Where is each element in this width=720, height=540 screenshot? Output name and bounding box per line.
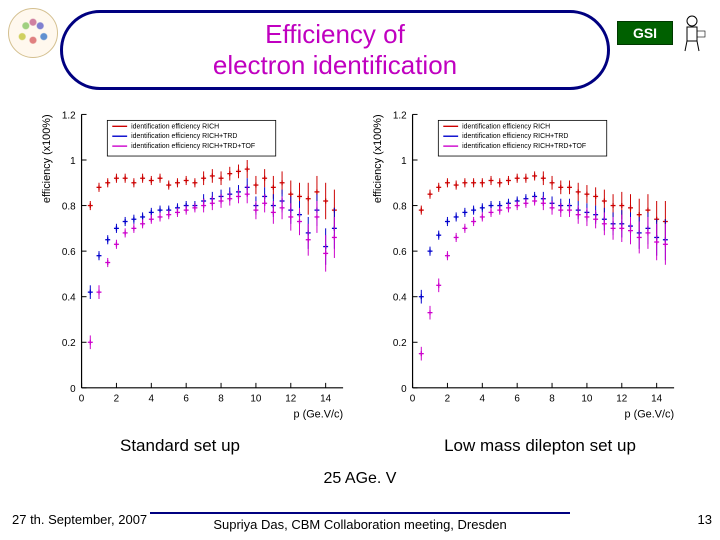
footer-page: 13 xyxy=(698,512,712,527)
svg-text:identification efficiency RICH: identification efficiency RICH+TRD+TOF xyxy=(462,143,586,150)
svg-text:p (Ge.V/c): p (Ge.V/c) xyxy=(294,409,344,421)
svg-text:14: 14 xyxy=(320,394,332,405)
svg-text:6: 6 xyxy=(514,394,520,405)
svg-text:identification efficiency RICH: identification efficiency RICH+TRD+TOF xyxy=(131,143,255,150)
plot-left-svg: 0 2 4 6 8 10 12 14 0 0.2 0.4 0.6 0.8 1 1.2 p (Ge.V/c) ef… xyxy=(36,100,353,430)
svg-text:12: 12 xyxy=(616,394,627,405)
svg-text:2: 2 xyxy=(445,394,451,405)
svg-text:1.2: 1.2 xyxy=(393,110,407,121)
svg-text:identification efficiency RICH: identification efficiency RICH xyxy=(462,123,550,130)
footer-center: Supriya Das, CBM Collaboration meeting, … xyxy=(0,512,720,532)
svg-text:4: 4 xyxy=(480,394,486,405)
svg-text:0.4: 0.4 xyxy=(62,293,76,304)
svg-text:identification efficiency RICH: identification efficiency RICH xyxy=(131,123,219,130)
svg-text:10: 10 xyxy=(581,394,593,405)
svg-text:0.2: 0.2 xyxy=(62,338,76,349)
svg-text:identification efficiency RICH: identification efficiency RICH+TRD xyxy=(131,133,237,140)
svg-text:0.8: 0.8 xyxy=(62,202,76,213)
slide-title: Efficiency ofelectron identification xyxy=(213,19,457,81)
gsi-text: GSI xyxy=(617,21,673,45)
svg-text:efficiency (x100%): efficiency (x100%) xyxy=(41,114,53,203)
gsi-figure-icon xyxy=(677,13,707,53)
gsi-logo: GSI xyxy=(617,16,712,50)
title-banner: Efficiency ofelectron identification xyxy=(60,10,610,90)
svg-text:efficiency (x100%): efficiency (x100%) xyxy=(372,114,384,203)
svg-text:6: 6 xyxy=(183,394,189,405)
svg-text:0: 0 xyxy=(79,394,85,405)
plot-right-svg: 0 2 4 6 8 10 12 14 0 0.2 0.4 0.6 0.8 1 1.2 p (Ge.V/c) ef… xyxy=(367,100,684,430)
caption-left: Standard set up xyxy=(0,436,360,456)
svg-text:0.4: 0.4 xyxy=(393,293,407,304)
svg-text:0: 0 xyxy=(401,384,407,395)
svg-text:2: 2 xyxy=(114,394,120,405)
svg-text:14: 14 xyxy=(651,394,663,405)
svg-text:identification efficiency RICH: identification efficiency RICH+TRD xyxy=(462,133,568,140)
svg-text:0: 0 xyxy=(70,384,76,395)
svg-text:0.6: 0.6 xyxy=(62,247,76,258)
svg-text:10: 10 xyxy=(250,394,262,405)
svg-text:0: 0 xyxy=(410,394,416,405)
svg-text:1: 1 xyxy=(401,156,407,167)
svg-text:1.2: 1.2 xyxy=(62,110,76,121)
svg-text:p (Ge.V/c): p (Ge.V/c) xyxy=(625,409,675,421)
svg-text:1: 1 xyxy=(70,156,76,167)
svg-text:8: 8 xyxy=(218,394,224,405)
svg-text:8: 8 xyxy=(549,394,555,405)
svg-text:0.6: 0.6 xyxy=(393,247,407,258)
energy-label: 25 AGe. V xyxy=(0,470,720,488)
cbm-logo-icon xyxy=(8,8,58,58)
plot-left: 0 2 4 6 8 10 12 14 0 0.2 0.4 0.6 0.8 1 1.2 p (Ge.V/c) ef… xyxy=(36,100,353,430)
plot-right: 0 2 4 6 8 10 12 14 0 0.2 0.4 0.6 0.8 1 1.2 p (Ge.V/c) ef… xyxy=(367,100,684,430)
svg-text:0.8: 0.8 xyxy=(393,202,407,213)
footer: 27 th. September, 2007 Supriya Das, CBM … xyxy=(0,512,720,534)
svg-text:0.2: 0.2 xyxy=(393,338,407,349)
svg-text:12: 12 xyxy=(285,394,296,405)
svg-text:4: 4 xyxy=(149,394,155,405)
captions-row: Standard set up Low mass dilepton set up xyxy=(0,436,720,456)
caption-right: Low mass dilepton set up xyxy=(360,436,720,456)
plots-row: 0246810121400.20.40.60.811.2p (Ge.V/c)ef… xyxy=(36,100,684,430)
